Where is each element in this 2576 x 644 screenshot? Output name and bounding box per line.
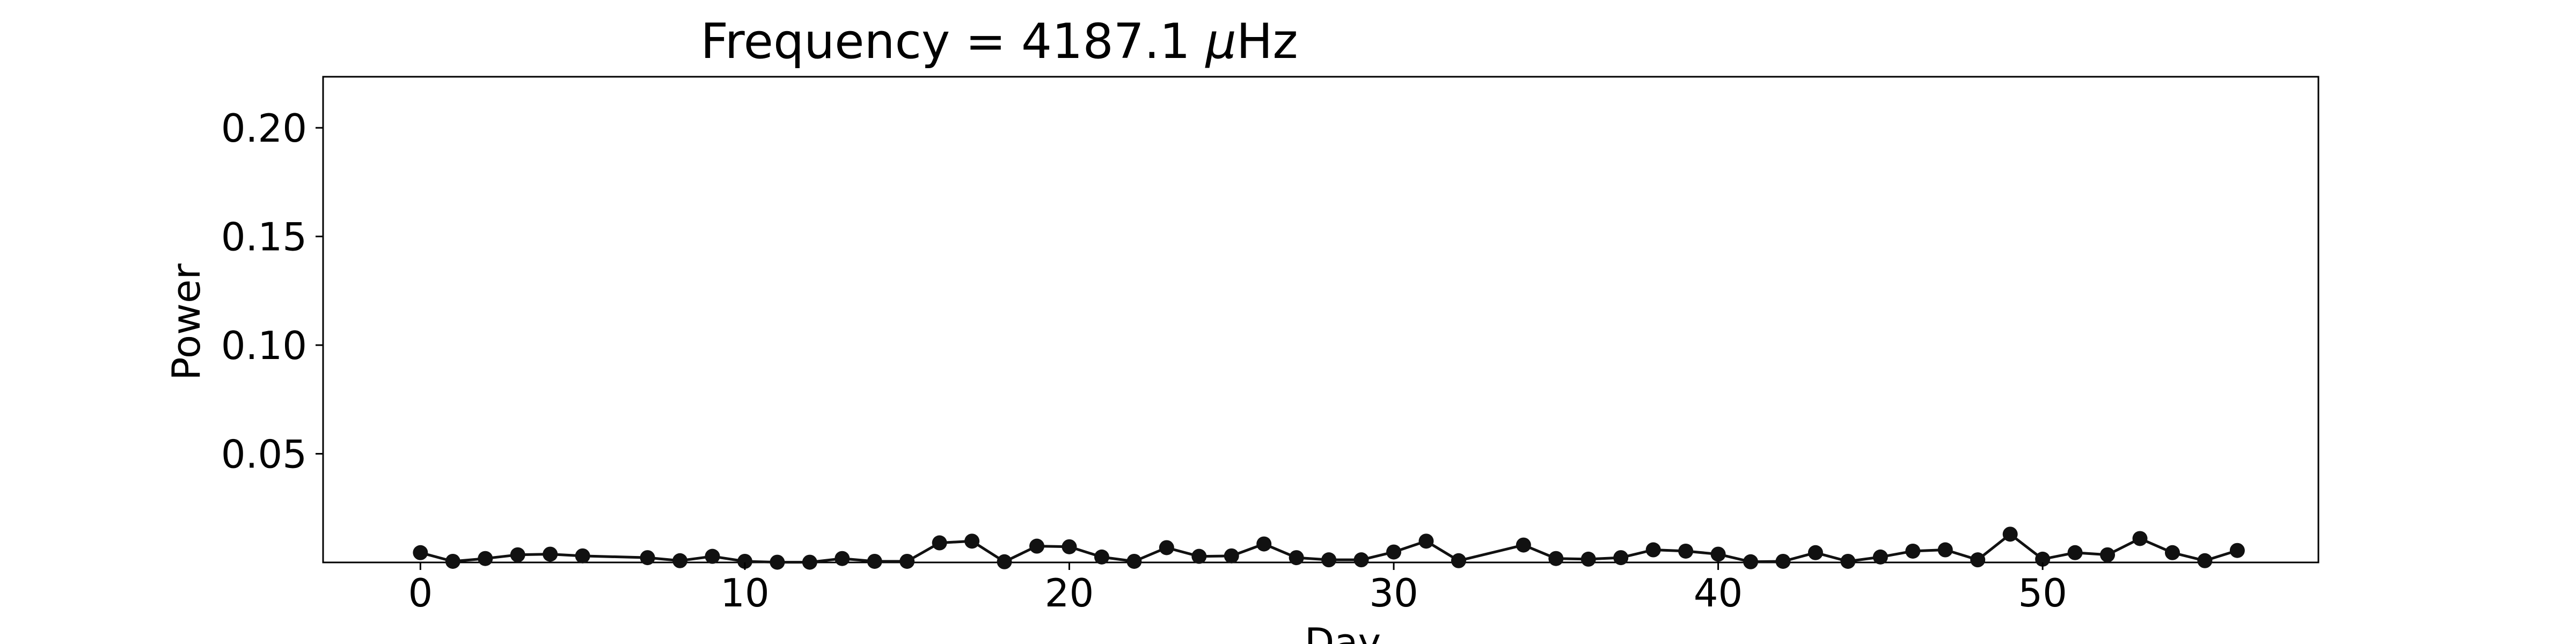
y-axis: 0.05 0.10 0.15 0.20	[221, 106, 323, 477]
y-tick-label: 0.05	[221, 432, 307, 477]
x-tick-label: 50	[2018, 570, 2067, 616]
data-point	[1613, 550, 1628, 565]
chart-title-unit: Hz	[1236, 13, 1298, 70]
data-point	[1516, 538, 1531, 553]
data-point	[835, 551, 850, 566]
chart-title-mu: μ	[1204, 13, 1236, 70]
data-point	[705, 549, 720, 564]
data-point	[2132, 531, 2147, 546]
data-point	[1029, 539, 1044, 554]
data-point	[445, 554, 460, 569]
data-point	[640, 550, 655, 565]
y-tick-label: 0.15	[221, 215, 307, 260]
data-point	[2100, 547, 2115, 562]
y-tick-label: 0.10	[221, 323, 307, 368]
data-point	[770, 555, 785, 570]
data-point	[802, 555, 817, 570]
data-point	[1905, 544, 1920, 559]
data-point	[543, 547, 558, 562]
data-point	[1873, 550, 1888, 565]
x-tick-label: 40	[1694, 570, 1743, 616]
data-point	[997, 554, 1012, 569]
y-tick-label: 0.20	[221, 106, 307, 151]
x-tick-label: 30	[1369, 570, 1418, 616]
plot-area	[323, 77, 2318, 562]
data-point	[1159, 540, 1174, 555]
plot-frame	[323, 77, 2318, 562]
data-point	[1646, 543, 1661, 558]
data-point	[1224, 548, 1239, 564]
data-point	[899, 554, 914, 569]
y-axis-label: Power	[164, 264, 209, 380]
data-point	[1289, 550, 1304, 565]
data-point	[1808, 545, 1823, 560]
data-point	[672, 553, 687, 568]
data-point	[1840, 554, 1855, 569]
data-point	[1094, 550, 1109, 565]
data-point	[2068, 545, 2083, 560]
data-point	[1321, 552, 1336, 567]
x-tick-label: 20	[1045, 570, 1094, 616]
data-point	[2165, 545, 2180, 560]
chart-title: Frequency = 4187.1 μHz	[700, 13, 1298, 70]
data-point	[2197, 553, 2212, 568]
data-point	[478, 551, 493, 566]
data-point	[2003, 526, 2018, 541]
x-tick-label: 10	[720, 570, 770, 616]
data-point	[1970, 552, 1985, 567]
chart-title-prefix: Frequency = 4187.1	[700, 13, 1205, 70]
data-point	[1386, 545, 1401, 560]
data-point	[575, 548, 590, 564]
series-layer	[413, 526, 2244, 569]
data-point	[964, 533, 979, 548]
x-tick-label: 0	[408, 570, 433, 616]
data-point	[1711, 547, 1726, 562]
data-point	[1126, 554, 1141, 569]
data-point	[867, 554, 882, 569]
data-point	[1581, 552, 1596, 567]
data-point	[1191, 549, 1206, 564]
x-axis: 0 10 20 30 40 50	[408, 562, 2067, 616]
data-point	[932, 536, 947, 551]
data-point	[1418, 533, 1433, 548]
data-point	[510, 547, 525, 562]
data-point	[1743, 554, 1758, 569]
data-point	[1775, 554, 1790, 569]
data-point	[1548, 551, 1563, 566]
data-point	[1938, 543, 1953, 558]
data-point	[1354, 552, 1369, 567]
data-point	[1678, 544, 1693, 559]
x-axis-label: Day	[1305, 620, 1381, 644]
data-point	[1451, 553, 1466, 568]
data-point	[413, 545, 428, 560]
data-point	[2230, 543, 2245, 558]
data-point	[1062, 539, 1077, 554]
data-point	[1256, 537, 1271, 552]
